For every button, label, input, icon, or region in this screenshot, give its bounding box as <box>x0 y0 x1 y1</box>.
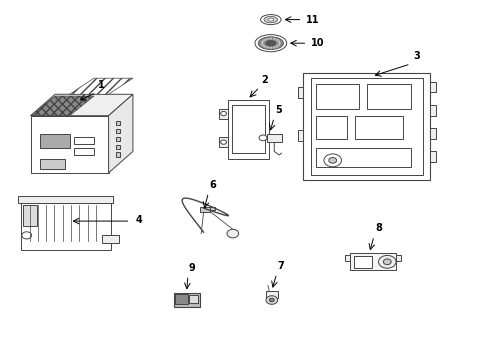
Bar <box>430 152 436 162</box>
Circle shape <box>261 42 263 44</box>
Text: 9: 9 <box>189 262 196 273</box>
Text: 8: 8 <box>375 223 382 233</box>
Bar <box>74 148 94 155</box>
Polygon shape <box>30 94 133 116</box>
Bar <box>116 129 120 133</box>
Polygon shape <box>109 94 133 173</box>
Bar <box>430 105 436 116</box>
Bar <box>267 134 282 143</box>
Polygon shape <box>30 116 109 173</box>
Polygon shape <box>70 78 133 94</box>
Circle shape <box>276 46 278 47</box>
Bar <box>316 148 411 167</box>
Bar <box>297 87 303 98</box>
Bar <box>354 256 372 268</box>
Bar <box>200 207 210 212</box>
Circle shape <box>267 47 269 48</box>
Bar <box>116 145 120 149</box>
Bar <box>232 105 266 153</box>
Circle shape <box>266 296 278 304</box>
Bar <box>266 292 278 298</box>
Circle shape <box>227 229 239 238</box>
Circle shape <box>262 44 264 46</box>
Circle shape <box>273 38 275 40</box>
Circle shape <box>262 41 264 42</box>
Circle shape <box>264 46 266 47</box>
Circle shape <box>270 47 272 49</box>
Bar <box>316 116 347 139</box>
Circle shape <box>329 157 337 163</box>
Bar <box>228 100 270 158</box>
Text: 4: 4 <box>135 215 142 225</box>
Circle shape <box>267 38 269 40</box>
Text: 1: 1 <box>98 80 104 90</box>
Ellipse shape <box>255 35 287 52</box>
Bar <box>74 137 94 144</box>
Ellipse shape <box>258 37 284 50</box>
Circle shape <box>383 259 391 265</box>
Bar <box>210 207 215 210</box>
Ellipse shape <box>268 18 274 21</box>
Bar <box>175 294 188 304</box>
Ellipse shape <box>261 15 281 24</box>
Bar <box>40 158 65 169</box>
Bar <box>316 84 360 109</box>
Bar <box>430 128 436 139</box>
Text: 10: 10 <box>311 38 324 48</box>
Bar <box>102 235 119 243</box>
Ellipse shape <box>264 17 278 23</box>
Circle shape <box>270 298 274 302</box>
Circle shape <box>264 39 266 41</box>
Circle shape <box>270 38 272 39</box>
Bar <box>40 134 70 148</box>
Circle shape <box>278 41 280 42</box>
Circle shape <box>278 44 280 46</box>
Ellipse shape <box>266 41 276 46</box>
Bar <box>350 253 396 270</box>
Bar <box>396 255 401 261</box>
Bar <box>116 121 120 125</box>
Text: 6: 6 <box>209 180 216 190</box>
Bar <box>219 109 228 118</box>
Circle shape <box>324 154 342 167</box>
Bar <box>189 296 198 303</box>
Circle shape <box>259 135 267 141</box>
Text: 11: 11 <box>306 15 319 24</box>
Circle shape <box>220 111 226 116</box>
Circle shape <box>220 140 226 144</box>
Bar <box>116 153 120 157</box>
Text: 2: 2 <box>261 75 268 85</box>
Text: 5: 5 <box>276 105 282 114</box>
Bar <box>19 196 114 203</box>
Bar <box>21 202 111 249</box>
Bar <box>311 78 423 175</box>
Circle shape <box>378 255 396 268</box>
Circle shape <box>273 47 275 48</box>
Polygon shape <box>30 96 94 116</box>
Bar <box>367 84 411 109</box>
Bar <box>303 73 430 180</box>
Bar <box>355 116 403 139</box>
Bar <box>174 293 200 307</box>
Circle shape <box>276 39 278 41</box>
Circle shape <box>22 232 31 239</box>
Bar <box>430 82 436 93</box>
Bar <box>219 137 228 147</box>
Bar <box>345 255 350 261</box>
Text: 7: 7 <box>278 261 284 271</box>
Bar <box>24 205 37 226</box>
Circle shape <box>279 42 281 44</box>
Bar <box>297 130 303 141</box>
Bar <box>116 137 120 141</box>
Text: 3: 3 <box>413 51 420 62</box>
